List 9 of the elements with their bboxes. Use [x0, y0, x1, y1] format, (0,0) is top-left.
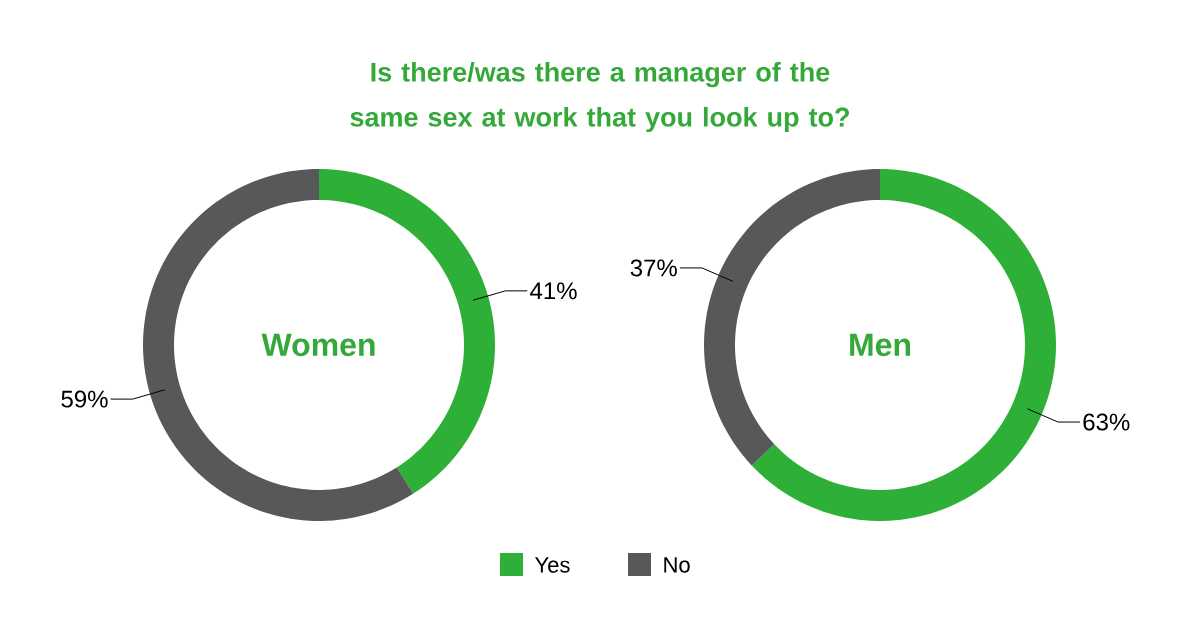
legend-label: No	[664, 557, 690, 573]
data-label: 41%	[530, 282, 577, 300]
text: Men	[850, 333, 911, 357]
chart-title: Is there/was there a manager of the same sex at work that you look up to?	[350, 61, 849, 133]
data-label: 37%	[630, 259, 677, 277]
data-label: 59%	[61, 390, 108, 408]
text: Women	[261, 333, 375, 357]
legend-label: Yes	[535, 557, 570, 573]
data-label: 63%	[1083, 413, 1130, 431]
